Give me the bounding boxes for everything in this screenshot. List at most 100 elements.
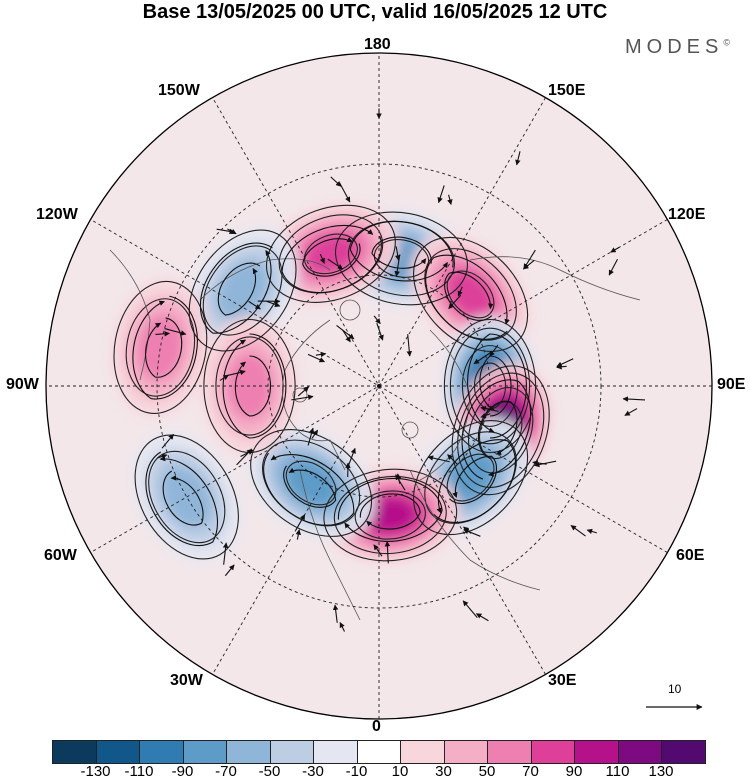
wind-arrow	[227, 369, 246, 376]
label-0: 0	[372, 718, 381, 735]
wind-arrow	[307, 353, 325, 363]
streamline	[425, 254, 510, 340]
wind-arrow	[489, 344, 499, 357]
wind-streamlines	[132, 108, 646, 632]
streamline	[145, 451, 219, 547]
wind-arrow	[327, 258, 344, 270]
wind-arrow	[437, 185, 445, 204]
wind-arrow	[570, 525, 586, 537]
wind-arrow	[161, 433, 174, 449]
wind-arrow	[622, 396, 646, 402]
colorbar-cell	[574, 740, 619, 764]
wind-arrow	[523, 249, 536, 270]
anomaly-contour	[451, 365, 550, 496]
reference-vector: 10	[640, 680, 710, 720]
anomaly-blob	[446, 269, 496, 319]
wind-arrow	[624, 408, 638, 416]
wind-arrow	[406, 334, 413, 357]
wind-arrow	[533, 460, 557, 468]
wind-arrow	[373, 544, 383, 557]
colorbar-cell	[617, 740, 662, 764]
colorbar-cell	[400, 740, 445, 764]
colorbar-tick-label: -130	[80, 763, 111, 780]
wind-arrow	[342, 329, 351, 343]
brand-text: MODES	[625, 36, 724, 58]
wind-arrow	[332, 604, 339, 623]
colorbar-cell	[443, 740, 488, 764]
wind-arrow	[291, 394, 314, 401]
anomaly-contour	[202, 245, 283, 336]
pole-marker	[377, 384, 381, 388]
modes-logo: MODES©	[625, 36, 730, 59]
colorbar-tick-label: -90	[171, 763, 194, 780]
anomaly-contour	[323, 468, 458, 562]
colorbar-cell	[182, 740, 227, 764]
brand-mark: ©	[723, 37, 730, 48]
label-180: 180	[364, 36, 391, 53]
wind-arrow	[447, 194, 453, 205]
wind-arrow	[480, 412, 491, 419]
wind-arrow	[448, 294, 462, 310]
anomaly-blob	[303, 233, 359, 275]
anomaly-contour	[413, 420, 529, 536]
streamline	[444, 271, 494, 321]
wind-arrow	[295, 514, 306, 531]
streamline	[162, 470, 204, 526]
wind-arrow	[295, 529, 302, 540]
colorbar-tick-label: -30	[302, 763, 324, 780]
anomaly-contour	[113, 280, 208, 414]
wind-arrow	[315, 351, 327, 358]
anomaly-contour	[333, 475, 447, 555]
colorbar-cell	[226, 740, 271, 764]
streamline	[359, 493, 421, 530]
anomaly-contour	[334, 211, 469, 306]
anomaly-contour	[285, 460, 337, 506]
streamline	[448, 455, 498, 505]
streamline	[281, 224, 382, 293]
colorbar-tick-label: -110	[124, 763, 154, 780]
anomaly-contour	[468, 387, 534, 474]
wind-arrow	[311, 429, 319, 439]
wind-arrow	[515, 151, 521, 166]
wind-arrow	[373, 315, 381, 325]
wind-arrow	[480, 405, 499, 412]
wind-arrow	[556, 358, 574, 367]
wind-arrow	[462, 600, 478, 618]
streamline	[433, 439, 516, 523]
colorbar-tick-label: 10	[391, 763, 409, 780]
wind-arrow	[463, 528, 481, 537]
anomaly-blob	[364, 497, 417, 533]
wind-arrow	[556, 364, 567, 370]
colorbar-tick-label: -50	[258, 763, 281, 780]
streamline	[217, 262, 261, 316]
streamline	[467, 333, 527, 439]
wind-arrow	[336, 324, 355, 340]
streamline	[461, 379, 532, 480]
streamline	[302, 237, 361, 277]
wind-arrow	[219, 374, 229, 381]
colorbar-cell	[530, 740, 575, 764]
wind-arrow	[447, 454, 458, 465]
wind-arrow	[427, 455, 450, 463]
streamline	[199, 242, 273, 334]
colorbar-cell	[661, 740, 706, 764]
wind-arrow	[586, 528, 597, 535]
colorbar-tick-label: -10	[345, 763, 368, 780]
anomaly-blob	[446, 453, 496, 503]
streamline	[283, 465, 337, 508]
wind-arrow	[319, 253, 325, 264]
colorbar-tick-label: 70	[522, 763, 539, 780]
colorbar-cell	[313, 740, 358, 764]
wind-arrow	[475, 613, 489, 622]
wind-arrow	[157, 453, 168, 460]
colorbar-cell	[487, 740, 532, 764]
label-150e: 150E	[548, 82, 586, 99]
anomaly-contour	[265, 204, 396, 303]
wind-arrow	[330, 176, 342, 187]
label-120e: 120E	[668, 206, 706, 223]
streamline	[263, 452, 355, 526]
anomaly-contour	[125, 298, 196, 397]
anomaly-contour	[457, 372, 545, 489]
map-title: Base 13/05/2025 00 UTC, valid 16/05/2025…	[142, 1, 608, 23]
